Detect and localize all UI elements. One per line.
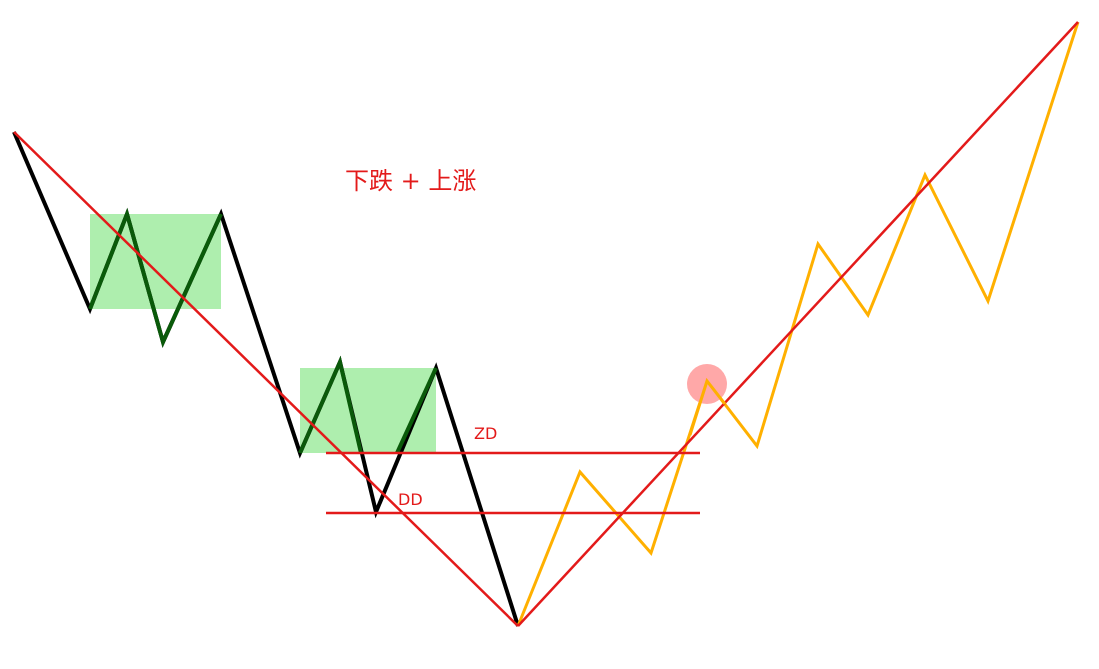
downtrend-line — [13, 131, 519, 627]
uptrend-line — [517, 21, 1079, 627]
overlap-segment-lower — [298, 355, 363, 454]
dd-label: DD — [398, 490, 423, 509]
zd-label: ZD — [474, 424, 497, 443]
overlap-segment-lower-2 — [395, 367, 438, 454]
consolidation-box-lower — [300, 368, 436, 453]
overlap-segment-upper — [88, 207, 223, 348]
diagram-title: 下跌 + 上涨 — [345, 167, 476, 195]
uptrend-price-path-over-circle — [688, 377, 727, 436]
